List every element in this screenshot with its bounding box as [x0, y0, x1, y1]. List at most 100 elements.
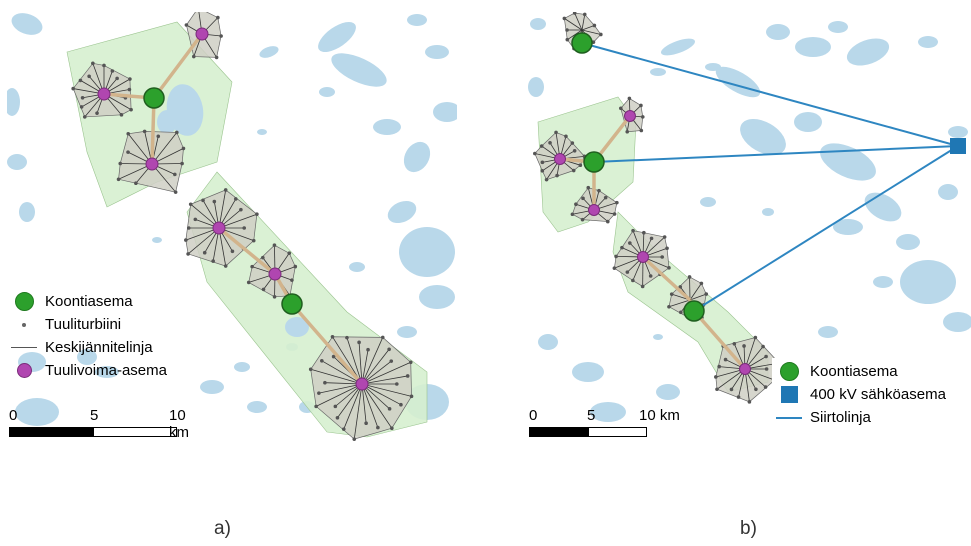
lake	[152, 237, 162, 243]
collector-line	[150, 97, 156, 165]
mv-line	[318, 383, 363, 394]
wind-station	[588, 204, 600, 216]
lake	[397, 326, 417, 338]
substation	[571, 32, 593, 54]
legend-item-wind-station: Tuulivoima-asema	[11, 359, 167, 382]
grid-substation	[950, 138, 966, 154]
substation	[683, 300, 705, 322]
collector-line	[152, 32, 204, 100]
wind-turbine	[331, 354, 336, 359]
mv-line	[581, 14, 586, 31]
wind-turbine	[649, 236, 654, 241]
wind-turbine	[642, 230, 646, 235]
legend-label: Tuuliturbiini	[45, 316, 122, 333]
wind-turbine	[184, 238, 188, 242]
wind-station	[739, 363, 751, 375]
lake	[943, 312, 971, 332]
mv-line	[361, 383, 412, 397]
wind-turbine	[565, 37, 570, 42]
lake	[403, 141, 431, 173]
wind-turbine	[234, 197, 238, 201]
map-panel-b: Koontiasema 400 kV sähköasema Siirtolinj…	[528, 12, 971, 442]
lake	[700, 197, 716, 207]
scale-label: 5	[90, 407, 99, 424]
wind-station	[637, 251, 649, 263]
substation	[583, 151, 605, 173]
mv-line	[581, 29, 601, 35]
wind-turbine	[581, 196, 585, 201]
wind-turbine	[395, 382, 399, 386]
legend-label: 400 kV sähköasema	[810, 386, 946, 403]
lake	[257, 129, 267, 135]
lake	[95, 366, 119, 378]
legend-item-grid-substation: 400 kV sähköasema	[776, 383, 946, 406]
wind-turbine	[625, 270, 630, 274]
wind-turbine	[715, 387, 719, 392]
wind-turbine	[323, 380, 327, 385]
wind-turbine	[212, 199, 217, 204]
wind-turbine	[71, 86, 75, 91]
wind-turbine	[669, 292, 674, 296]
wind-turbine	[376, 425, 380, 430]
wind-turbine	[335, 415, 340, 420]
lake	[407, 14, 427, 26]
map-canvas-b	[528, 12, 971, 422]
wind-turbine	[118, 161, 123, 166]
lake	[247, 401, 267, 413]
scale-label: 0	[529, 407, 538, 424]
scale-label: 10 km	[639, 407, 680, 424]
lake	[820, 143, 876, 181]
wind-turbine	[615, 200, 619, 205]
wind-turbine	[78, 78, 83, 83]
lake	[660, 38, 696, 56]
lake	[11, 13, 43, 35]
wind-turbine	[119, 113, 124, 117]
wind-turbine	[625, 129, 630, 134]
mv-line	[581, 25, 595, 31]
wind-turbine	[272, 294, 277, 299]
legend-label: Koontiasema	[45, 293, 133, 310]
wind-turbine	[191, 54, 196, 59]
wind-turbine	[533, 151, 537, 156]
lake	[740, 118, 786, 156]
scale-label: 10 km	[169, 407, 189, 441]
wind-turbine	[665, 246, 669, 251]
wind-turbine	[544, 177, 549, 182]
lake	[896, 234, 920, 250]
wind-turbine	[366, 347, 370, 352]
legend-item-transmission-line: Siirtolinja	[776, 406, 946, 429]
wind-turbine	[540, 160, 545, 165]
wind-turbine	[586, 185, 591, 190]
wind-turbine	[605, 219, 610, 224]
wind-turbine	[389, 359, 394, 363]
lake	[373, 119, 401, 135]
lake	[846, 38, 890, 66]
mv-line	[668, 299, 691, 308]
lake	[864, 192, 902, 222]
lake	[818, 326, 838, 338]
legend-b: Koontiasema 400 kV sähköasema Siirtolinj…	[772, 358, 950, 431]
wind-turbine	[640, 115, 645, 119]
wind-turbine	[290, 278, 294, 282]
wind-turbine	[201, 198, 205, 203]
wind-turbine	[142, 129, 147, 134]
wind-turbine	[181, 146, 186, 151]
mv-line	[567, 29, 583, 41]
wind-turbine	[753, 335, 758, 340]
wind-turbine	[580, 217, 585, 222]
wind-turbine	[648, 274, 653, 278]
lake	[425, 45, 449, 59]
wind-turbine	[612, 266, 617, 270]
wind-turbine	[667, 266, 671, 270]
wind-turbine	[387, 407, 392, 411]
wind-turbine	[565, 28, 569, 32]
wind-turbine	[184, 23, 189, 27]
lake	[828, 21, 848, 33]
wind-turbine	[128, 77, 132, 81]
wind-turbine	[173, 172, 177, 177]
wind-station	[195, 27, 209, 41]
panel-label-b: b)	[740, 518, 757, 539]
collector-line	[692, 309, 747, 371]
mv-line	[361, 361, 411, 385]
lake	[938, 184, 958, 200]
